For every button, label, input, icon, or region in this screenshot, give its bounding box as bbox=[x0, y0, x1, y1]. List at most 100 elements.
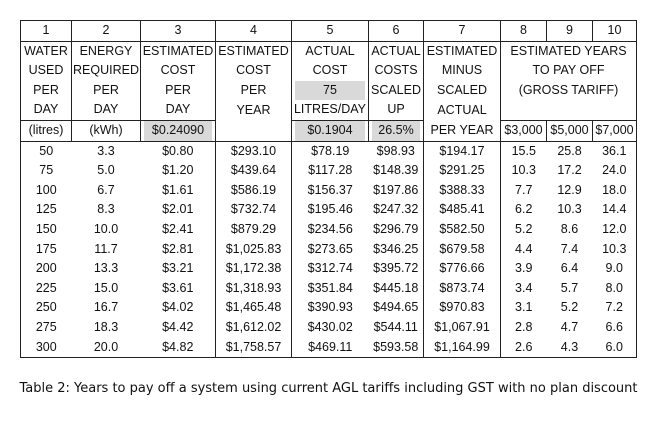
colnum-5: 5 bbox=[291, 20, 369, 42]
shaded-litres-value: 75 bbox=[295, 80, 365, 101]
table-cell-col2: 10.0 bbox=[93, 221, 119, 236]
header-years-line2: TO PAY OFF bbox=[500, 61, 637, 81]
table-cell-col5: $312.74 bbox=[291, 259, 369, 279]
table-row: 300 20.0 $4.82 $1,758.57 $469.11 $593.58 $1,16… bbox=[20, 337, 637, 359]
table-cell-col6: $544.11 bbox=[373, 319, 418, 334]
table-cell-col10: 9.0 bbox=[592, 259, 637, 279]
unit-col4 bbox=[215, 120, 292, 142]
table-cell-col7: $970.83 bbox=[423, 298, 501, 318]
table-cell-col8: 7.7 bbox=[500, 180, 547, 201]
table-row: 225 15.0 $3.61 $1,318.93 $351.84 $445.18 $873.… bbox=[20, 278, 637, 299]
table-cell-col9: 12.9 bbox=[557, 182, 582, 197]
table-cell-col9: 5.7 bbox=[560, 280, 579, 295]
table-cell-col3: $1.20 bbox=[162, 163, 194, 178]
header-col7-line2: MINUS bbox=[423, 61, 501, 81]
payoff-table: 1 2 3 4 5 6 7 8 9 10 WATER ENERGY ESTIMA… bbox=[20, 20, 637, 359]
table-cell-col9: 25.8 bbox=[557, 143, 582, 158]
header-col4-line4: YEAR bbox=[215, 100, 292, 121]
table-cell-col1: 75 bbox=[20, 161, 72, 181]
table-cell-col1: 150 bbox=[20, 219, 72, 240]
shaded-scale-percent: 26.5% bbox=[372, 120, 420, 141]
unit-col2: (kWh) bbox=[71, 119, 141, 142]
colnum-4: 4 bbox=[215, 20, 292, 42]
table-row: 200 13.3 $3.21 $1,172.38 $312.74 $395.72 $776.… bbox=[20, 259, 637, 279]
table-cell-col2: 8.3 bbox=[97, 202, 115, 217]
table-cell-col7: $291.25 bbox=[423, 161, 501, 181]
table-cell-col5: $390.93 bbox=[291, 298, 369, 318]
colnum-1: 1 bbox=[20, 20, 72, 42]
header-col1-line3: PER bbox=[20, 80, 72, 101]
table-cell-col5: $351.84 bbox=[291, 278, 369, 299]
table-row: 125 8.3 $2.01 $732.74 $195.46 $247.32 $485.41 6… bbox=[20, 200, 637, 220]
table-cell-col2: 16.7 bbox=[93, 300, 119, 315]
table-row: 150 10.0 $2.41 $879.29 $234.56 $296.79 $582.50… bbox=[20, 219, 637, 240]
table-cell-col3: $4.42 bbox=[162, 319, 194, 334]
table-cell-col7: $485.41 bbox=[423, 200, 501, 220]
table-cell-col6: $296.79 bbox=[373, 221, 419, 236]
table-cell-col7: $582.50 bbox=[423, 219, 501, 240]
table-body: 50 3.3 $0.80 $293.10 $78.19 $98.93 $194.17 15.5… bbox=[20, 141, 637, 359]
table-row: 75 5.0 $1.20 $439.64 $117.28 $148.39 $291.25 10… bbox=[20, 161, 637, 181]
table-cell-col8: 3.1 bbox=[500, 298, 547, 318]
header-col1-line4: DAY bbox=[20, 100, 72, 121]
table-cell-col4: $439.64 bbox=[215, 161, 292, 181]
table-cell-col3: $4.02 bbox=[162, 300, 194, 315]
table-cell-col6: $593.58 bbox=[368, 337, 424, 359]
table-cell-col10: 14.4 bbox=[592, 200, 637, 220]
header-col7-line3: SCALED bbox=[423, 80, 501, 101]
header-col5-line1: ACTUAL bbox=[291, 41, 369, 62]
header-col3-line3: PER bbox=[140, 80, 216, 101]
header-col5-line3: 75 bbox=[291, 80, 369, 101]
table-cell-col10: 7.2 bbox=[592, 298, 637, 318]
table-cell-col2: 18.3 bbox=[93, 319, 119, 334]
table-cell-col10: 18.0 bbox=[592, 180, 637, 201]
unit-col10: $7,000 bbox=[592, 119, 637, 142]
table-cell-col9: 17.2 bbox=[557, 163, 582, 178]
table-cell-col8: 6.2 bbox=[500, 200, 547, 220]
colnum-7: 7 bbox=[423, 20, 501, 42]
header-col1-line2: USED bbox=[20, 61, 72, 81]
header-col1-line1: WATER bbox=[20, 41, 72, 62]
table-cell-col3: $3.61 bbox=[162, 280, 194, 295]
unit-col6: 26.5% bbox=[368, 119, 424, 142]
header-col6-line3: SCALED bbox=[368, 80, 424, 101]
table-cell-col10: 8.0 bbox=[592, 278, 637, 299]
header-col7-line1: ESTIMATED bbox=[423, 41, 501, 62]
table-cell-col3: $4.82 bbox=[140, 337, 216, 359]
table-cell-col4: $1,612.02 bbox=[215, 317, 292, 338]
header-years-line1: ESTIMATED YEARS bbox=[500, 41, 637, 62]
table-cell-col8: 3.9 bbox=[500, 259, 547, 279]
table-cell-col3: $1.61 bbox=[162, 182, 194, 197]
table-row: 250 16.7 $4.02 $1,465.48 $390.93 $494.65 $970.… bbox=[20, 298, 637, 318]
unit-col8: $3,000 bbox=[500, 119, 547, 142]
table-cell-col3: $3.21 bbox=[162, 261, 194, 276]
table-cell-col4: $1,758.57 bbox=[215, 337, 292, 359]
table-cell-col10: 6.6 bbox=[592, 317, 637, 338]
table-cell-col2: 3.3 bbox=[97, 143, 115, 158]
header-col2-line4: DAY bbox=[71, 100, 141, 121]
table-cell-col1: 275 bbox=[20, 317, 72, 338]
table-cell-col10: 36.1 bbox=[592, 141, 637, 162]
table-cell-col9: 4.7 bbox=[560, 319, 579, 334]
header-col6-line1: ACTUAL bbox=[368, 41, 424, 62]
table-cell-col6: $98.93 bbox=[376, 143, 415, 158]
table-row: 175 11.7 $2.81 $1,025.83 $273.65 $346.25 $679.… bbox=[20, 239, 637, 260]
colnum-10: 10 bbox=[592, 20, 637, 42]
table-cell-col6: $395.72 bbox=[373, 261, 419, 276]
table-cell-col7: $679.58 bbox=[423, 239, 501, 260]
table-cell-col1: 200 bbox=[20, 259, 72, 279]
table-cell-col7: $1,067.91 bbox=[423, 317, 501, 338]
unit-col5: $0.1904 bbox=[291, 119, 369, 142]
table-cell-col8: 4.4 bbox=[500, 239, 547, 260]
header-col5-line4: LITRES/DAY bbox=[291, 100, 369, 121]
table-cell-col8: 3.4 bbox=[500, 278, 547, 299]
table-cell-col7: $194.17 bbox=[423, 141, 501, 162]
table-cell-col4: $1,172.38 bbox=[215, 259, 292, 279]
table-cell-col3: $2.81 bbox=[162, 241, 194, 256]
header-col4-line1: ESTIMATED bbox=[215, 41, 292, 62]
table-cell-col8: 5.2 bbox=[500, 219, 547, 240]
table-cell-col9: 8.6 bbox=[560, 221, 579, 236]
unit-col1: (litres) bbox=[20, 119, 72, 142]
table-cell-col7: $776.66 bbox=[423, 259, 501, 279]
table-cell-col4: $1,465.48 bbox=[215, 298, 292, 318]
